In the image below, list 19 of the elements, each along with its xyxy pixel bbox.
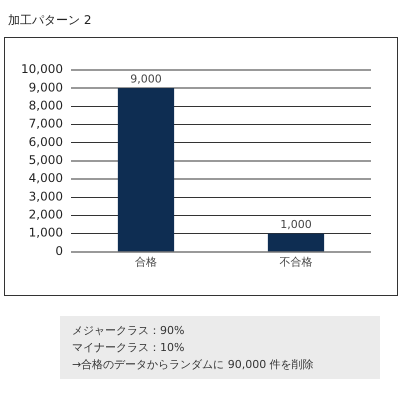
text: メジャークラス：90%: [72, 323, 186, 339]
y-tick-label: 4,000: [28, 171, 63, 186]
text: →合格のデータからランダムに 90,000 件を削除: [72, 357, 315, 373]
y-tick-label: 8,000: [28, 98, 63, 112]
y-tick-label: 7,000: [28, 116, 63, 131]
y-tick-label: 1,000: [28, 226, 63, 240]
y-tick-label: 10,000: [20, 62, 63, 76]
y-tick-label: 5,000: [28, 153, 63, 168]
data-label: 1,000: [280, 218, 312, 231]
y-tick-label: 2,000: [28, 208, 63, 222]
x-tick-label: 合格: [134, 255, 157, 268]
y-tick-label: 6,000: [28, 134, 63, 149]
y-tick-label: 0: [55, 244, 63, 258]
x-tick-label: 不合格: [279, 255, 312, 268]
y-tick-label: 3,000: [28, 189, 63, 204]
chart-title: 加工パターン 2: [8, 12, 92, 29]
text: マイナークラス：10%: [72, 340, 186, 356]
data-label: 9,000: [130, 72, 162, 86]
y-tick-label: 9,000: [28, 80, 63, 94]
